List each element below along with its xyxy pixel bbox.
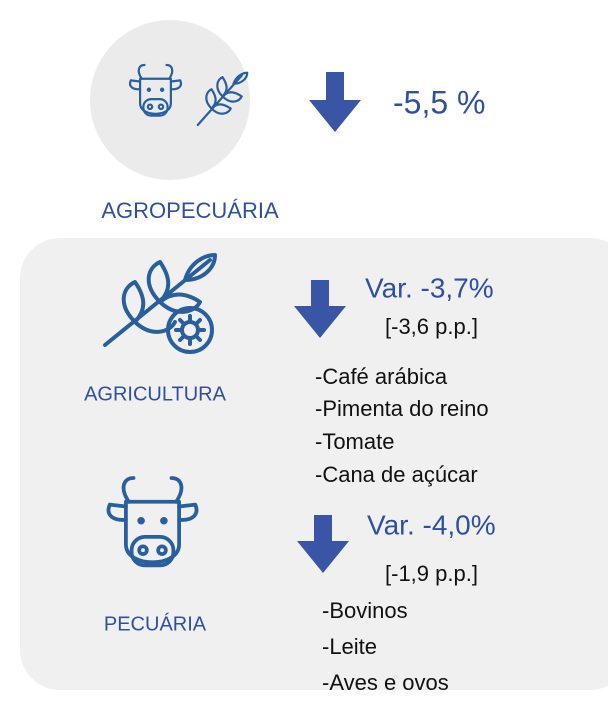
item: -Bovinos — [322, 598, 408, 623]
agriculture-icon — [103, 253, 217, 354]
section-contribution: [-3,6 p.p.] — [385, 314, 478, 339]
item: -Leite — [322, 634, 377, 659]
total-variation: -5,5 % — [393, 84, 485, 120]
panel — [20, 238, 608, 690]
total-label: AGROPECUÁRIA — [101, 198, 279, 223]
down-arrow — [294, 280, 346, 338]
item: -Cana de açúcar — [315, 462, 478, 487]
section-variation: Var. -4,0% — [367, 509, 496, 540]
section-variation: Var. -3,7% — [365, 272, 494, 303]
cow-icon — [128, 63, 183, 117]
section-label: PECUÁRIA — [104, 612, 207, 635]
item: -Café arábica — [315, 364, 448, 389]
item: -Pimenta do reino — [315, 396, 489, 421]
down-arrow — [297, 515, 349, 573]
wheat-icon — [196, 71, 249, 127]
livestock-icon — [106, 476, 199, 568]
item: -Aves e ovos — [322, 670, 449, 695]
down-arrow — [309, 72, 361, 132]
section-label: AGRICULTURA — [84, 383, 227, 405]
section-contribution: [-1,9 p.p.] — [385, 561, 478, 586]
item: -Tomate — [315, 429, 394, 454]
